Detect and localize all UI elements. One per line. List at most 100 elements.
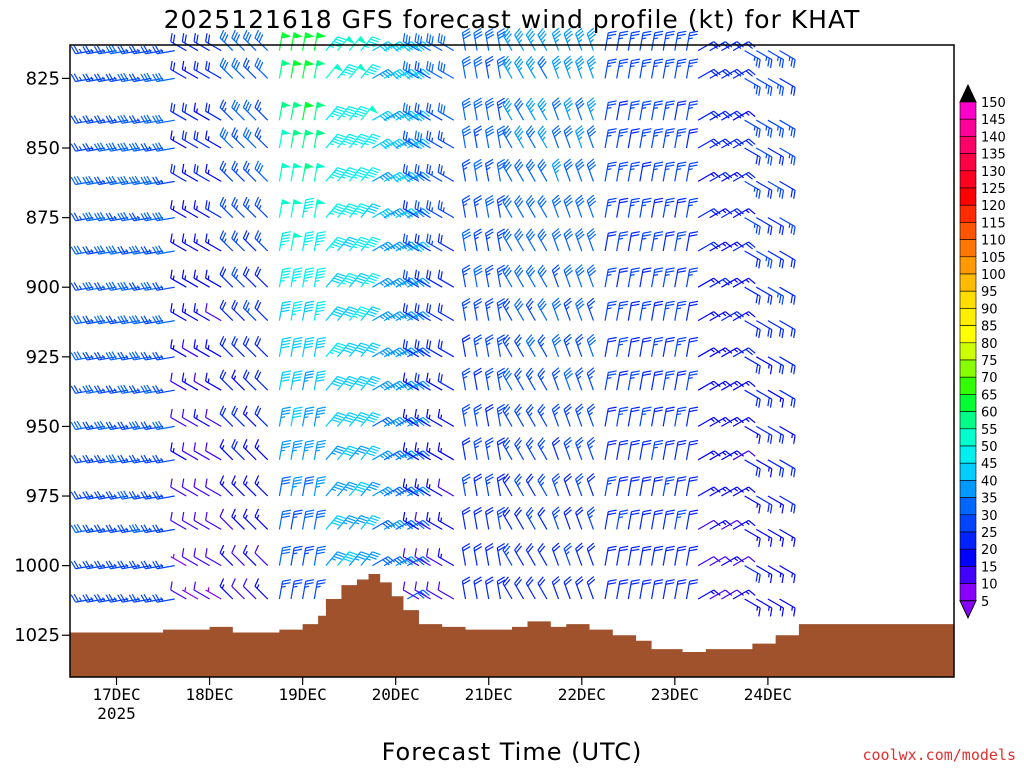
wind-barb <box>674 231 687 252</box>
wind-barb <box>325 375 346 391</box>
wind-barb <box>170 130 187 149</box>
wind-barb <box>697 110 721 121</box>
y-tick-label: 975 <box>26 486 60 507</box>
wind-barb <box>302 59 315 79</box>
wind-barb <box>325 63 344 79</box>
wind-barb <box>779 147 796 166</box>
wind-barb <box>697 589 721 600</box>
wind-barb <box>360 203 381 218</box>
wind-barb <box>117 593 140 603</box>
wind-barb <box>254 299 269 322</box>
wind-barb <box>639 370 652 391</box>
wind-barb <box>639 30 652 51</box>
wind-barb <box>313 300 326 321</box>
wind-barb <box>662 545 675 566</box>
wind-barb <box>627 476 640 497</box>
wind-barb <box>105 421 129 431</box>
wind-barb <box>586 367 596 391</box>
wind-barb <box>685 30 699 51</box>
wind-barb <box>325 412 346 427</box>
wind-barb <box>779 217 796 236</box>
wind-barb <box>767 528 785 547</box>
wind-barb <box>502 473 513 497</box>
wind-barb <box>674 128 687 149</box>
wind-barb <box>93 385 117 394</box>
wind-barb <box>181 33 199 52</box>
wind-barb <box>128 420 152 431</box>
wind-barb <box>437 372 455 391</box>
wind-barb <box>685 579 699 600</box>
wind-barb <box>325 203 346 218</box>
wind-barb <box>685 128 699 149</box>
wind-barb <box>616 267 629 288</box>
wind-barb <box>575 194 585 218</box>
wind-barb <box>325 445 346 461</box>
wind-barb <box>414 102 431 121</box>
colorbar-swatch <box>959 101 977 120</box>
wind-barb <box>575 576 584 600</box>
wind-barb <box>360 342 381 358</box>
wind-barb <box>575 367 584 391</box>
wind-barb <box>502 576 513 600</box>
wind-barb <box>639 197 652 218</box>
wind-barb <box>181 200 199 219</box>
wind-barb <box>779 180 796 199</box>
wind-barb <box>117 384 140 394</box>
wind-barb <box>651 439 664 460</box>
wind-barb <box>140 281 164 291</box>
wind-barb <box>563 333 572 358</box>
wind-barb <box>744 250 761 269</box>
wind-barb <box>651 231 664 252</box>
wind-barb <box>514 543 525 566</box>
wind-barb <box>697 68 721 79</box>
wind-barb <box>193 200 210 219</box>
wind-barb <box>586 228 597 252</box>
wind-barb <box>290 267 303 288</box>
wind-barb <box>537 473 548 497</box>
wind-barb <box>290 101 303 121</box>
wind-barb <box>70 45 94 55</box>
wind-barb <box>709 68 733 79</box>
wind-barb <box>140 45 164 55</box>
wind-barb <box>414 303 431 322</box>
wind-barb <box>181 478 199 497</box>
wind-barb <box>697 486 721 497</box>
wind-barb <box>337 203 358 218</box>
wind-barb <box>537 367 548 391</box>
wind-barb <box>586 436 596 461</box>
wind-barb <box>402 60 420 79</box>
wind-barb <box>461 367 471 391</box>
wind-barb <box>662 300 675 321</box>
wind-barb <box>437 303 455 322</box>
wind-barb <box>744 50 761 69</box>
colorbar-label: 145 <box>981 113 1006 128</box>
wind-barb <box>337 64 358 79</box>
wind-barb <box>290 406 303 427</box>
wind-barb <box>732 416 756 427</box>
wind-barb <box>744 425 761 444</box>
wind-barb <box>140 315 164 325</box>
wind-barb <box>70 523 94 534</box>
wind-barb <box>152 560 175 570</box>
wind-barb <box>348 236 370 252</box>
wind-barb <box>732 556 756 567</box>
wind-barb <box>290 476 303 497</box>
wind-barb <box>82 384 106 394</box>
wind-barb <box>484 403 494 427</box>
wind-barb <box>755 598 773 617</box>
wind-barb <box>461 158 471 182</box>
wind-barb <box>406 347 430 358</box>
wind-barb <box>586 576 596 600</box>
wind-barb <box>755 565 773 584</box>
wind-barb <box>639 128 652 149</box>
wind-barb <box>586 125 597 149</box>
wind-barb <box>662 509 675 530</box>
wind-barb <box>627 300 640 321</box>
wind-barb <box>484 158 494 182</box>
wind-barb <box>551 125 562 149</box>
wind-barb <box>674 58 687 79</box>
wind-barb <box>551 228 562 252</box>
wind-barb <box>360 481 381 497</box>
colorbar-swatch <box>959 359 977 378</box>
wind-barb <box>767 286 785 305</box>
